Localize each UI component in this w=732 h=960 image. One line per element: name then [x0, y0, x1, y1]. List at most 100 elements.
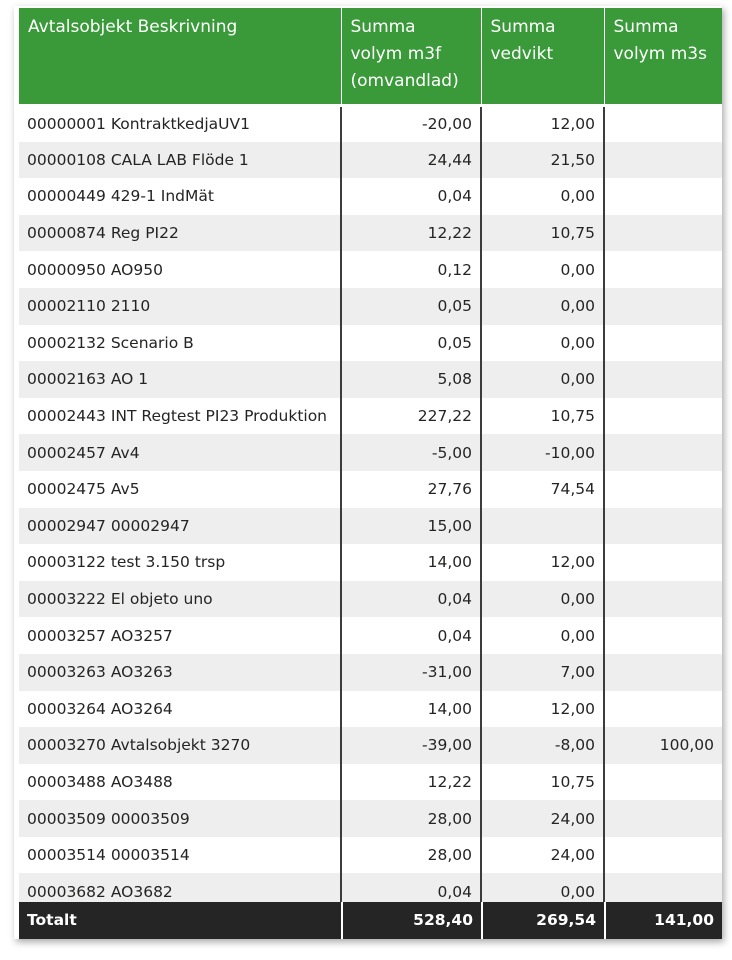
cell-volym-m3f: -31,00	[341, 653, 482, 691]
table-row[interactable]: 00003122 test 3.150 trsp 14,00 12,00	[19, 544, 722, 581]
cell-volym-m3s	[604, 653, 722, 691]
cell-volym-m3f: -20,00	[341, 105, 482, 142]
cell-volym-m3s	[604, 434, 722, 471]
cell-vedvikt: -8,00	[481, 727, 605, 764]
cell-volym-m3f: -39,00	[341, 727, 482, 764]
cell-volym-m3s	[604, 690, 722, 728]
cell-volym-m3f: 0,04	[341, 617, 482, 654]
table-row[interactable]: 00002457 Av4 -5,00 -10,00	[19, 434, 722, 471]
cell-volym-m3f: 0,05	[341, 287, 482, 325]
cell-vedvikt: 0,00	[481, 178, 605, 215]
cell-volym-m3s	[604, 214, 722, 252]
cell-description: 00002163 AO 1	[19, 361, 342, 398]
table-row[interactable]: 00002947 00002947 15,00	[19, 507, 722, 545]
table-row[interactable]: 00002163 AO 1 5,08 0,00	[19, 361, 722, 398]
cell-vedvikt: 21,50	[481, 141, 605, 179]
table-row[interactable]: 00002110 2110 0,05 0,00	[19, 287, 722, 325]
cell-volym-m3f: 12,22	[341, 763, 482, 801]
cell-description: 00002132 Scenario B	[19, 324, 342, 362]
cell-vedvikt: 0,00	[481, 324, 605, 362]
cell-description: 00000950 AO950	[19, 251, 342, 288]
cell-description: 00003270 Avtalsobjekt 3270	[19, 727, 342, 764]
cell-volym-m3f: 28,00	[341, 800, 482, 837]
total-vedvikt: 269,54	[481, 902, 604, 939]
cell-description: 00003509 00003509	[19, 800, 342, 837]
cell-description: 00000449 429-1 IndMät	[19, 178, 342, 215]
cell-volym-m3f: 14,00	[341, 690, 482, 728]
table-row[interactable]: 00003488 AO3488 12,22 10,75	[19, 763, 722, 801]
cell-volym-m3f: 0,05	[341, 324, 482, 362]
table-row[interactable]: 00003270 Avtalsobjekt 3270 -39,00 -8,00 100…	[19, 727, 722, 764]
table-visual: Avtalsobjekt Beskrivning Summa volym m3f…	[14, 6, 722, 939]
data-table: Avtalsobjekt Beskrivning Summa volym m3f…	[19, 8, 722, 911]
cell-vedvikt: 0,00	[481, 251, 605, 288]
cell-volym-m3f: -5,00	[341, 434, 482, 471]
cell-volym-m3s	[604, 287, 722, 325]
cell-description: 00002443 INT Regtest PI23 Produktion	[19, 397, 342, 435]
cell-vedvikt: 12,00	[481, 690, 605, 728]
table-row[interactable]: 00002132 Scenario B 0,05 0,00	[19, 324, 722, 362]
cell-vedvikt: 10,75	[481, 763, 605, 801]
cell-description: 00003488 AO3488	[19, 763, 342, 801]
cell-description: 00002110 2110	[19, 287, 342, 325]
cell-vedvikt	[481, 507, 605, 545]
cell-vedvikt: 0,00	[481, 580, 605, 618]
table-body: 00000001 KontraktkedjaUV1 -20,00 12,00 0000…	[19, 105, 722, 911]
total-label: Totalt	[27, 911, 77, 929]
cell-volym-m3f: 27,76	[341, 470, 482, 508]
table-row[interactable]: 00003222 El objeto uno 0,04 0,00	[19, 580, 722, 618]
table-row[interactable]: 00000874 Reg PI22 12,22 10,75	[19, 214, 722, 252]
cell-volym-m3s: 100,00	[604, 727, 722, 764]
cell-volym-m3s	[604, 763, 722, 801]
table-row[interactable]: 00000108 CALA LAB Flöde 1 24,44 21,50	[19, 141, 722, 179]
column-header-volym-m3f[interactable]: Summa volym m3f (omvandlad)	[340, 8, 481, 107]
cell-volym-m3s	[604, 397, 722, 435]
total-volym-m3f: 528,40	[341, 902, 481, 939]
cell-vedvikt: 10,75	[481, 214, 605, 252]
table-row[interactable]: 00003509 00003509 28,00 24,00	[19, 800, 722, 837]
table-row[interactable]: 00003514 00003514 28,00 24,00	[19, 836, 722, 874]
cell-volym-m3f: 15,00	[341, 507, 482, 545]
cell-volym-m3f: 0,04	[341, 178, 482, 215]
cell-volym-m3s	[604, 617, 722, 654]
table-row[interactable]: 00000001 KontraktkedjaUV1 -20,00 12,00	[19, 105, 722, 142]
cell-vedvikt: 10,75	[481, 397, 605, 435]
table-row[interactable]: 00000950 AO950 0,12 0,00	[19, 251, 722, 288]
cell-vedvikt: 74,54	[481, 470, 605, 508]
cell-volym-m3s	[604, 544, 722, 581]
cell-volym-m3f: 14,00	[341, 544, 482, 581]
cell-volym-m3s	[604, 470, 722, 508]
table-row[interactable]: 00002443 INT Regtest PI23 Produktion 227,…	[19, 397, 722, 435]
table-row[interactable]: 00003264 AO3264 14,00 12,00	[19, 690, 722, 728]
cell-vedvikt: 7,00	[481, 653, 605, 691]
cell-description: 00000001 KontraktkedjaUV1	[19, 105, 342, 142]
cell-volym-m3s	[604, 178, 722, 215]
cell-volym-m3f: 0,04	[341, 580, 482, 618]
cell-description: 00002947 00002947	[19, 507, 342, 545]
cell-volym-m3s	[604, 800, 722, 837]
cell-vedvikt: 0,00	[481, 617, 605, 654]
cell-description: 00000108 CALA LAB Flöde 1	[19, 141, 342, 179]
table-row[interactable]: 00003263 AO3263 -31,00 7,00	[19, 653, 722, 691]
cell-volym-m3f: 0,12	[341, 251, 482, 288]
cell-description: 00003264 AO3264	[19, 690, 342, 728]
header-row: Avtalsobjekt Beskrivning Summa volym m3f…	[19, 8, 722, 107]
column-header-vedvikt[interactable]: Summa vedvikt	[480, 8, 604, 107]
cell-description: 00002475 Av5	[19, 470, 342, 508]
cell-volym-m3s	[604, 141, 722, 179]
cell-vedvikt: 0,00	[481, 361, 605, 398]
cell-volym-m3s	[604, 507, 722, 545]
cell-volym-m3f: 227,22	[341, 397, 482, 435]
cell-volym-m3s	[604, 324, 722, 362]
table-row[interactable]: 00000449 429-1 IndMät 0,04 0,00	[19, 178, 722, 215]
table-row[interactable]: 00002475 Av5 27,76 74,54	[19, 470, 722, 508]
column-header-volym-m3s[interactable]: Summa volym m3s	[603, 8, 722, 107]
cell-vedvikt: 12,00	[481, 105, 605, 142]
cell-volym-m3f: 5,08	[341, 361, 482, 398]
cell-volym-m3f: 28,00	[341, 836, 482, 874]
table-row[interactable]: 00003257 AO3257 0,04 0,00	[19, 617, 722, 654]
cell-vedvikt: 24,00	[481, 800, 605, 837]
cell-vedvikt: 0,00	[481, 287, 605, 325]
column-header-description[interactable]: Avtalsobjekt Beskrivning	[19, 8, 341, 107]
cell-volym-m3s	[604, 105, 722, 142]
